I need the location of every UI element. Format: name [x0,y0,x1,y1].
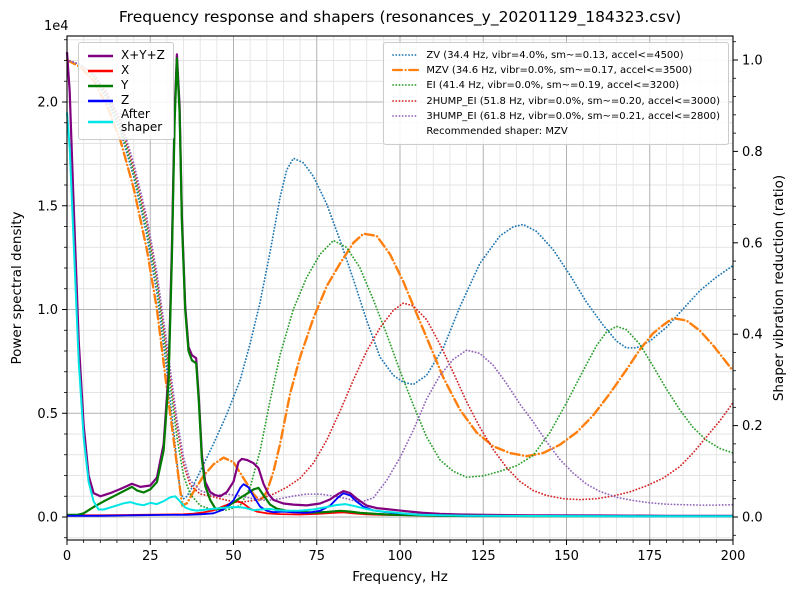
tick-layer: 0 25 50 75 100 125 150 175 200 0.0 0.5 1.0 1.5 2.0 0.0… [37,39,763,564]
series-ei-line [66,59,734,512]
3hump-ei-swatch [392,111,420,122]
y-left-tick-label: 1.5 [37,199,58,214]
legend-line-sample [88,84,113,88]
legend-recommended-shaper: Recommended shaper: MZV [392,124,720,139]
legend-line-sample [88,54,113,58]
legend-entry-zv: ZV (34.4 Hz, vibr=4.0%, sm~=0.13, accel<… [392,48,720,63]
legend-dashdot-line-sample [392,69,420,72]
legend-dotted-line-sample [392,99,420,102]
legend-entry-ei: EI (41.4 Hz, vibr=0.0%, sm~=0.19, accel<… [392,78,720,93]
x-tick-label: 150 [554,549,579,564]
x-tick-label: 25 [142,549,159,564]
series-xyz-line [65,52,733,517]
y-axis-label-right: Shaper vibration reduction (ratio) [771,175,787,401]
y-right-tick-label: 1.0 [742,54,763,69]
after-shaper-swatch [87,115,114,128]
recommended-shaper-text: Recommended shaper: MZV [426,126,568,138]
legend-entry-label: EI (41.4 Hz, vibr=0.0%, sm~=0.19, accel<… [426,80,680,92]
y-right-tick-label: 0.4 [742,328,763,343]
legend-entry-after-shaper: After shaper [87,108,165,134]
series-after-shaper-line [66,112,733,518]
x-tick-label: 125 [471,549,496,564]
legend-shapers: ZV (34.4 Hz, vibr=4.0%, sm~=0.13, accel<… [383,42,729,146]
legend-entry-label: Z [121,93,130,107]
legend-dotted-line-sample [392,54,420,56]
legend-entry-label: X [121,63,130,77]
y-right-tick-label: 0.0 [742,511,763,526]
legend-entry-3hump-ei: 3HUMP_EI (61.8 Hz, vibr=0.0%, sm~=0.21, … [392,109,720,124]
y-left-tick-label: 0.0 [37,511,58,526]
legend-line-sample [88,99,113,103]
x-swatch [87,64,114,77]
legend-line-sample [88,69,113,73]
x-axis-label: Frequency, Hz [352,569,448,585]
y-axis-offset-text: 1e4 [44,19,69,34]
y-axis-label-left: Power spectral density [9,211,25,364]
legend-entry-mzv: MZV (34.6 Hz, vibr=0.0%, sm~=0.17, accel… [392,63,720,78]
y-right-tick-label: 0.6 [742,236,763,251]
x-tick-label: 0 [63,549,71,564]
x-tick-label: 75 [308,549,325,564]
series-3hump-ei-line [66,59,734,507]
x-tick-label: 100 [388,549,413,564]
legend-entry-label: ZV (34.4 Hz, vibr=4.0%, sm~=0.13, accel<… [426,50,684,62]
series-zv-line [66,59,734,500]
legend-entry-label: After shaper [121,107,163,134]
x-tick-label: 50 [225,549,242,564]
legend-entry-xyz: X+Y+Z [87,48,165,63]
legend-dotted-line-sample [392,84,420,87]
legend-entry-y: Y [87,78,165,93]
y-right-tick-label: 0.2 [742,419,763,434]
legend-entry-label: Y [121,78,129,92]
xyz-swatch [87,49,114,62]
x-tick-label: 175 [637,549,662,564]
legend-entry-2hump-ei: 2HUMP_EI (51.8 Hz, vibr=0.0%, sm~=0.20, … [392,94,720,109]
z-swatch [87,94,114,107]
legend-entry-label: MZV (34.6 Hz, vibr=0.0%, sm~=0.17, accel… [426,65,693,77]
series-layer [65,52,735,518]
y-left-tick-label: 0.5 [37,407,58,422]
legend-entry-label: X+Y+Z [121,48,165,62]
series-mzv-line [65,58,735,507]
y-right-tick-label: 0.8 [742,145,763,160]
legend-entry-label: 2HUMP_EI (51.8 Hz, vibr=0.0%, sm~=0.20, … [426,95,720,107]
x-tick-label: 200 [721,549,746,564]
y-left-tick-label: 1.0 [37,303,58,318]
2hump-ei-swatch [392,96,420,107]
legend-psd: X+Y+Z X Y Z After shaper [78,42,174,140]
zv-swatch [392,50,420,61]
legend-entry-label: 3HUMP_EI (61.8 Hz, vibr=0.0%, sm~=0.21, … [426,110,720,122]
mzv-swatch [392,65,420,76]
ei-swatch [392,80,420,91]
y-left-tick-label: 2.0 [37,96,58,111]
chart-title: Frequency response and shapers (resonanc… [119,8,681,27]
legend-dotted-line-sample [392,114,420,117]
legend-line-sample [88,120,113,123]
legend-entry-z: Z [87,93,165,108]
y-swatch [87,79,114,92]
series-2hump-ei-line [66,59,734,504]
legend-entry-x: X [87,63,165,78]
